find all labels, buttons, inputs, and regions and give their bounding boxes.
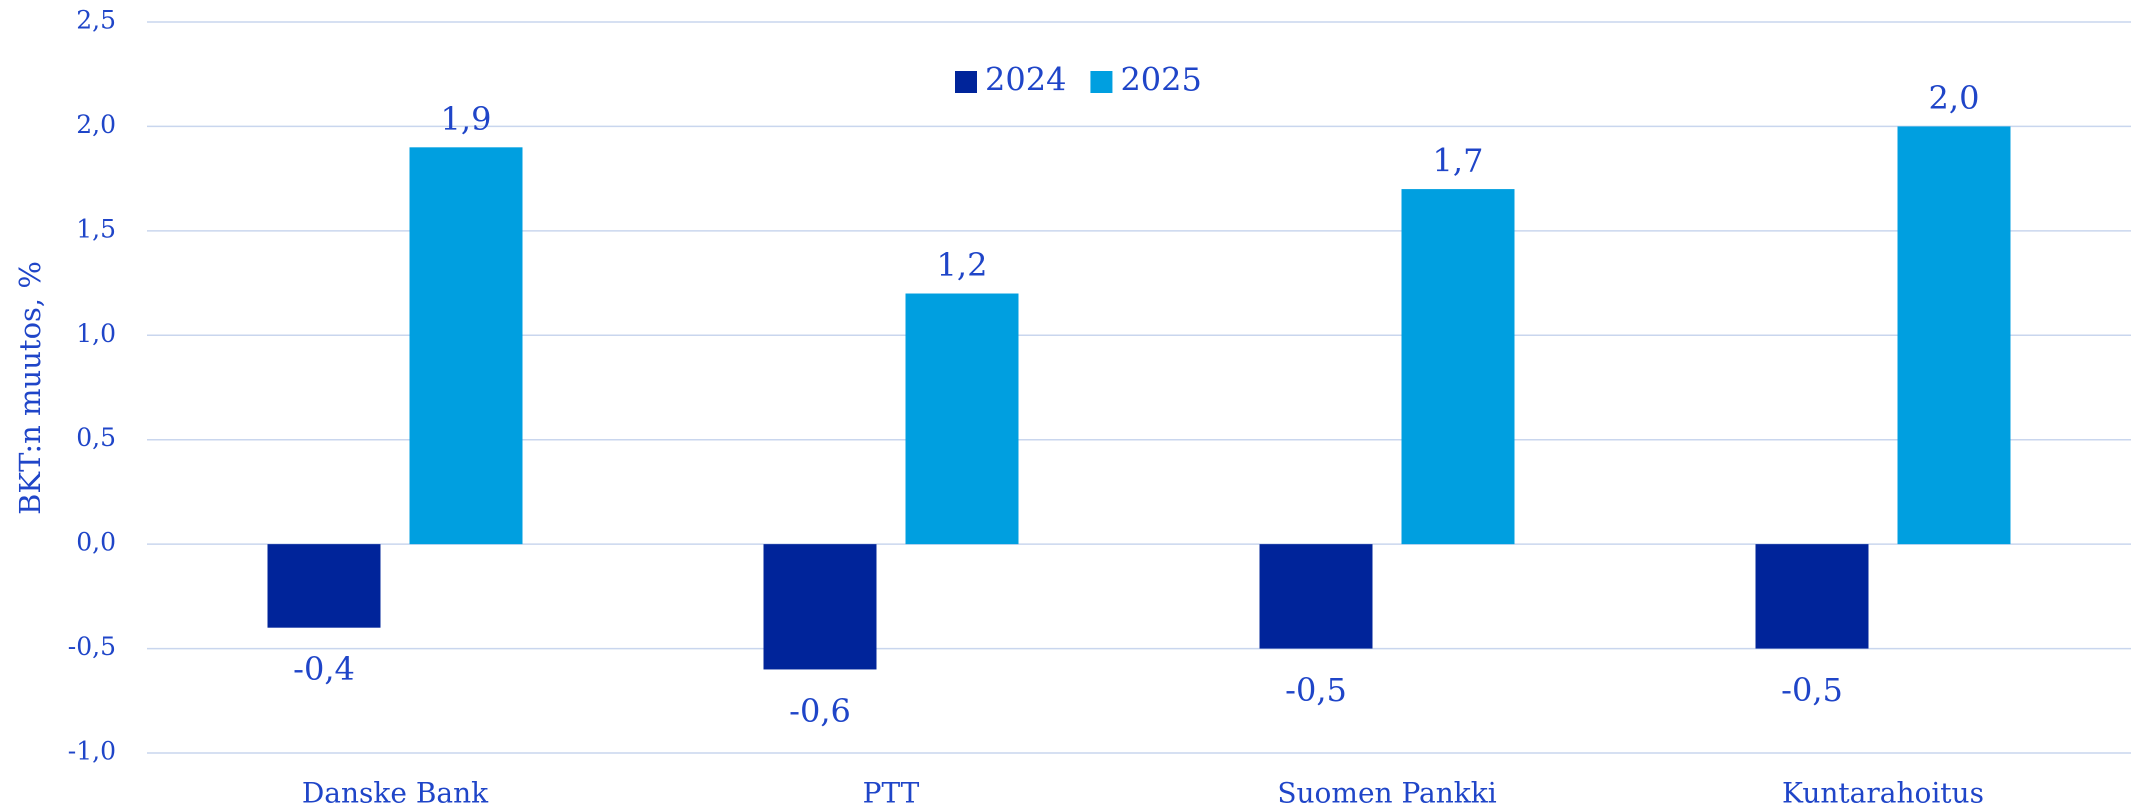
y-tick-label: -1,0 (68, 737, 116, 766)
data-label: 1,9 (441, 100, 492, 138)
data-label: 1,7 (1433, 142, 1484, 180)
y-tick-label: 1,0 (76, 319, 116, 348)
y-tick-label: 1,5 (76, 214, 116, 243)
bar (409, 147, 523, 545)
bar (763, 544, 877, 670)
data-label: 1,2 (937, 246, 988, 284)
data-label: -0,6 (789, 692, 851, 730)
x-tick-label: Kuntarahoitus (1782, 777, 1984, 810)
legend-label: 2024 (985, 61, 1066, 99)
bar (905, 293, 1019, 545)
x-tick-label: Suomen Pankki (1277, 777, 1496, 810)
y-tick-label: 0,0 (76, 528, 116, 557)
y-tick-label: 2,5 (76, 6, 116, 35)
bar (267, 544, 381, 628)
legend-label: 2025 (1120, 61, 1201, 99)
bar (1897, 126, 2011, 545)
y-tick-label: -0,5 (68, 632, 116, 661)
x-tick-label: PTT (863, 777, 920, 810)
x-tick-label: Danske Bank (302, 777, 489, 810)
data-label: -0,5 (1285, 671, 1347, 709)
bar (1259, 544, 1373, 649)
y-axis-label: BKT:n muutos, % (13, 261, 47, 515)
y-tick-label: 2,0 (76, 110, 116, 139)
y-tick-label: 0,5 (76, 423, 116, 452)
bar (1401, 189, 1515, 545)
data-label: -0,4 (293, 650, 355, 688)
legend-swatch (1090, 71, 1113, 93)
data-label: -0,5 (1781, 671, 1843, 709)
data-label: 2,0 (1929, 79, 1980, 117)
legend-swatch (955, 71, 977, 93)
bar (1755, 544, 1869, 649)
